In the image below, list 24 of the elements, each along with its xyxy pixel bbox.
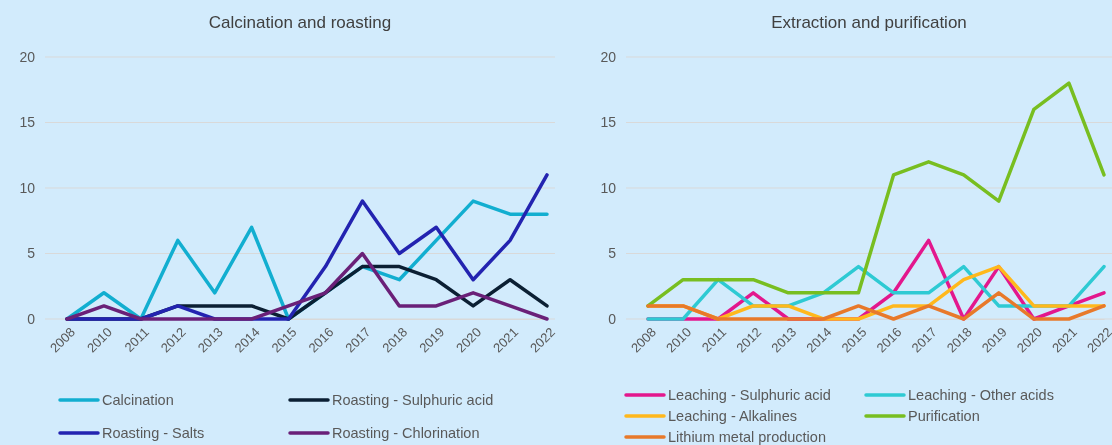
legend-label: Leaching - Alkalines xyxy=(668,408,797,424)
legend-label: Roasting - Chlorination xyxy=(332,425,480,441)
line-series xyxy=(646,81,1106,308)
y-tick-label: 20 xyxy=(600,48,617,65)
legend-label: Roasting - Salts xyxy=(102,425,205,441)
y-tick-label: 5 xyxy=(608,245,617,262)
y-tick-label: 5 xyxy=(27,245,36,262)
y-tick-label: 10 xyxy=(600,179,617,196)
line-series xyxy=(65,173,549,321)
y-tick-label: 20 xyxy=(19,48,36,65)
y-tick-label: 15 xyxy=(19,114,36,131)
legend-label: Calcination xyxy=(102,392,174,408)
legend-label: Purification xyxy=(908,408,980,424)
chart-title: Extraction and purification xyxy=(771,13,967,32)
y-tick-label: 15 xyxy=(600,114,617,131)
y-tick-label: 0 xyxy=(608,310,617,327)
y-tick-label: 0 xyxy=(27,310,36,327)
legend-label: Leaching - Other acids xyxy=(908,387,1054,403)
line-series xyxy=(65,251,549,321)
legend-label: Roasting - Sulphuric acid xyxy=(332,392,494,408)
legend-label: Leaching - Sulphuric acid xyxy=(668,387,831,403)
y-tick-label: 10 xyxy=(19,179,36,196)
chart-title: Calcination and roasting xyxy=(208,13,392,32)
legend-label: Lithium metal production xyxy=(668,429,826,445)
